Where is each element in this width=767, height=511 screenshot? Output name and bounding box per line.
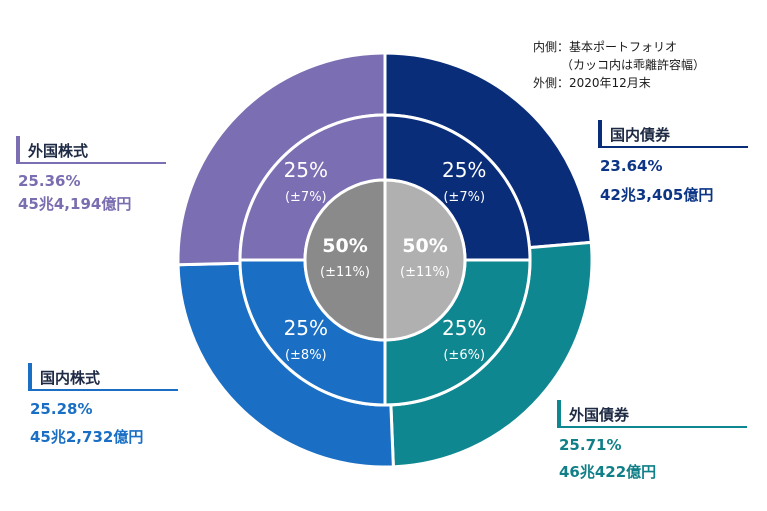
category-domestic-bonds-label: 国内債券: [610, 126, 671, 144]
category-foreign-bonds-label: 外国債券: [569, 406, 630, 424]
legend-note-outer: 外側：2020年12月末: [533, 76, 651, 90]
category-foreign-stocks-pct: 25.36%: [18, 172, 81, 190]
inner-range-3: (±7%): [285, 190, 327, 205]
inner-label-0: 25%: [442, 158, 486, 182]
center-range-0: (±11%): [400, 265, 450, 280]
inner-label-3: 25%: [284, 158, 328, 182]
category-domestic-bonds-amount: 42兆3,405億円: [600, 186, 714, 204]
legend-note-range: （カッコ内は乖離許容幅）: [561, 58, 706, 72]
category-domestic-bonds: 国内債券: [598, 120, 748, 148]
category-domestic-stocks-amount: 45兆2,732億円: [30, 428, 144, 446]
center-range-1: (±11%): [320, 265, 370, 280]
category-foreign-bonds-amount: 46兆422億円: [559, 463, 657, 481]
legend-note: 内側：基本ポートフォリオ （カッコ内は乖離許容幅） 外側：2020年12月末: [533, 38, 705, 92]
inner-label-2: 25%: [284, 316, 328, 340]
center-label-0: 50%: [402, 235, 447, 257]
category-domestic-bonds-pct: 23.64%: [600, 157, 663, 175]
category-domestic-stocks-pct: 25.28%: [30, 400, 93, 418]
category-foreign-stocks-label: 外国株式: [28, 142, 89, 160]
category-domestic-stocks: 国内株式: [28, 363, 178, 391]
category-foreign-stocks: 外国株式: [16, 136, 166, 164]
category-domestic-stocks-label: 国内株式: [40, 369, 101, 387]
center-slice-0: [383, 178, 467, 342]
legend-note-inner: 内側：基本ポートフォリオ: [533, 40, 678, 54]
category-foreign-stocks-amount: 45兆4,194億円: [18, 195, 132, 213]
inner-range-2: (±8%): [285, 348, 327, 363]
category-foreign-bonds-pct: 25.71%: [559, 436, 622, 454]
inner-range-1: (±6%): [443, 348, 485, 363]
inner-range-0: (±7%): [443, 190, 485, 205]
category-foreign-bonds: 外国債券: [557, 400, 747, 428]
center-slice-1: [303, 178, 387, 342]
inner-label-1: 25%: [442, 316, 486, 340]
center-label-1: 50%: [322, 235, 367, 257]
